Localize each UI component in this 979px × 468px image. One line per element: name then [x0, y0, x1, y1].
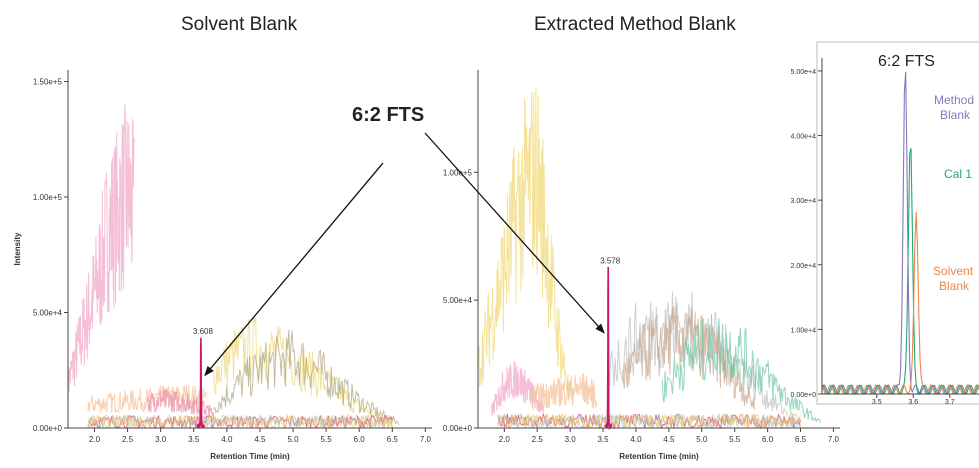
x-tick-label-0-1: 2.5: [122, 435, 134, 444]
y-tick-label-2-1: 1.00e+4: [791, 327, 817, 334]
y-tick-label-2-5: 5.00e+4: [791, 69, 817, 76]
x-tick-label-0-9: 6.5: [387, 435, 399, 444]
y-tick-label-2-4: 4.00e+4: [791, 134, 817, 141]
x-tick-label-1-7: 5.5: [729, 435, 741, 444]
y-axis-label-0: Intensity: [13, 232, 22, 265]
y-tick-label-2-0: 0.00e+0: [791, 392, 817, 399]
inset-title: 6:2 FTS: [878, 53, 935, 70]
background-trace-0-0: [67, 104, 135, 403]
x-tick-label-1-6: 5.0: [696, 435, 708, 444]
x-tick-label-1-10: 7.0: [828, 435, 840, 444]
inset-series-label-2-1: Blank: [939, 279, 970, 293]
y-tick-label-0-2: 1.00e+5: [33, 193, 63, 202]
inset-series-2: [821, 211, 979, 395]
x-tick-label-2-1: 3.6: [908, 399, 918, 406]
x-axis-label-0: Retention Time (min): [210, 452, 290, 461]
y-tick-label-1-2: 1.00e+5: [443, 168, 473, 177]
y-tick-label-2-3: 3.00e+4: [791, 198, 817, 205]
background-trace-1-5: [530, 373, 597, 411]
x-tick-label-1-1: 2.5: [532, 435, 544, 444]
callout-arrow-middle: [424, 132, 605, 334]
peak-label-0: 3.608: [193, 327, 214, 336]
callout-label: 6:2 FTS: [352, 104, 424, 126]
callout-arrow-left: [204, 162, 384, 377]
inset-series-label-0-1: Blank: [940, 108, 971, 122]
background-trace-1-4: [661, 314, 821, 424]
x-tick-label-0-0: 2.0: [89, 435, 101, 444]
inset-series-label-0-0: Method: [934, 93, 974, 107]
x-tick-label-1-4: 4.0: [630, 435, 642, 444]
x-tick-label-1-2: 3.0: [565, 435, 577, 444]
y-tick-label-0-0: 0.00e+0: [33, 424, 63, 433]
inset-series-0: [821, 71, 979, 395]
peak-trace-1: [604, 266, 613, 431]
chart-group-1: 3.578 2.0 2.5 3.0 3.5 4.0 4.5 5.0 5.5 6.0 6.5 7.0 0.…: [443, 70, 840, 461]
x-tick-label-0-3: 3.5: [188, 435, 200, 444]
inset-series-label-2-0: Solvent: [933, 264, 974, 278]
x-tick-label-0-8: 6.0: [354, 435, 366, 444]
x-tick-label-0-7: 5.5: [321, 435, 333, 444]
peak-trace-0: [196, 337, 205, 428]
left-panel-title: Solvent Blank: [181, 14, 298, 35]
x-tick-label-1-3: 3.5: [597, 435, 609, 444]
baseline-noise-0-2: [87, 414, 393, 430]
y-tick-label-0-3: 1.50e+5: [33, 78, 63, 87]
x-tick-label-1-0: 2.0: [499, 435, 511, 444]
x-tick-label-1-9: 6.5: [795, 435, 807, 444]
y-tick-label-1-0: 0.00e+0: [443, 424, 473, 433]
background-trace-0-3: [213, 329, 400, 425]
x-axis-label-1: Retention Time (min): [619, 452, 699, 461]
x-tick-label-2-0: 3.5: [872, 399, 882, 406]
baseline-noise-0-3: [87, 413, 393, 430]
x-tick-label-0-5: 4.5: [254, 435, 266, 444]
middle-panel-title: Extracted Method Blank: [534, 14, 736, 35]
x-tick-label-2-2: 3.7: [945, 399, 955, 406]
y-tick-label-0-1: 5.00e+4: [33, 309, 63, 318]
y-tick-label-1-1: 5.00e+4: [443, 296, 473, 305]
x-tick-label-0-2: 3.0: [155, 435, 167, 444]
y-tick-label-2-2: 2.00e+4: [791, 263, 817, 270]
x-tick-label-0-10: 7.0: [420, 435, 432, 444]
peak-label-1: 3.578: [600, 256, 621, 265]
chart-group-0: 3.608 2.0 2.5 3.0 3.5 4.0 4.5 5.0 5.5 6.0 6.5 7.0 0.…: [13, 70, 432, 461]
inset-panel-frame: [816, 41, 979, 405]
inset-series-label-1-0: Cal 1: [944, 167, 972, 181]
background-trace-0-4: [146, 388, 215, 420]
x-tick-label-0-4: 4.0: [221, 435, 233, 444]
x-tick-label-1-8: 6.0: [762, 435, 774, 444]
x-tick-label-0-6: 5.0: [287, 435, 299, 444]
baseline-noise-1-3: [497, 412, 801, 430]
x-tick-label-1-5: 4.5: [663, 435, 675, 444]
